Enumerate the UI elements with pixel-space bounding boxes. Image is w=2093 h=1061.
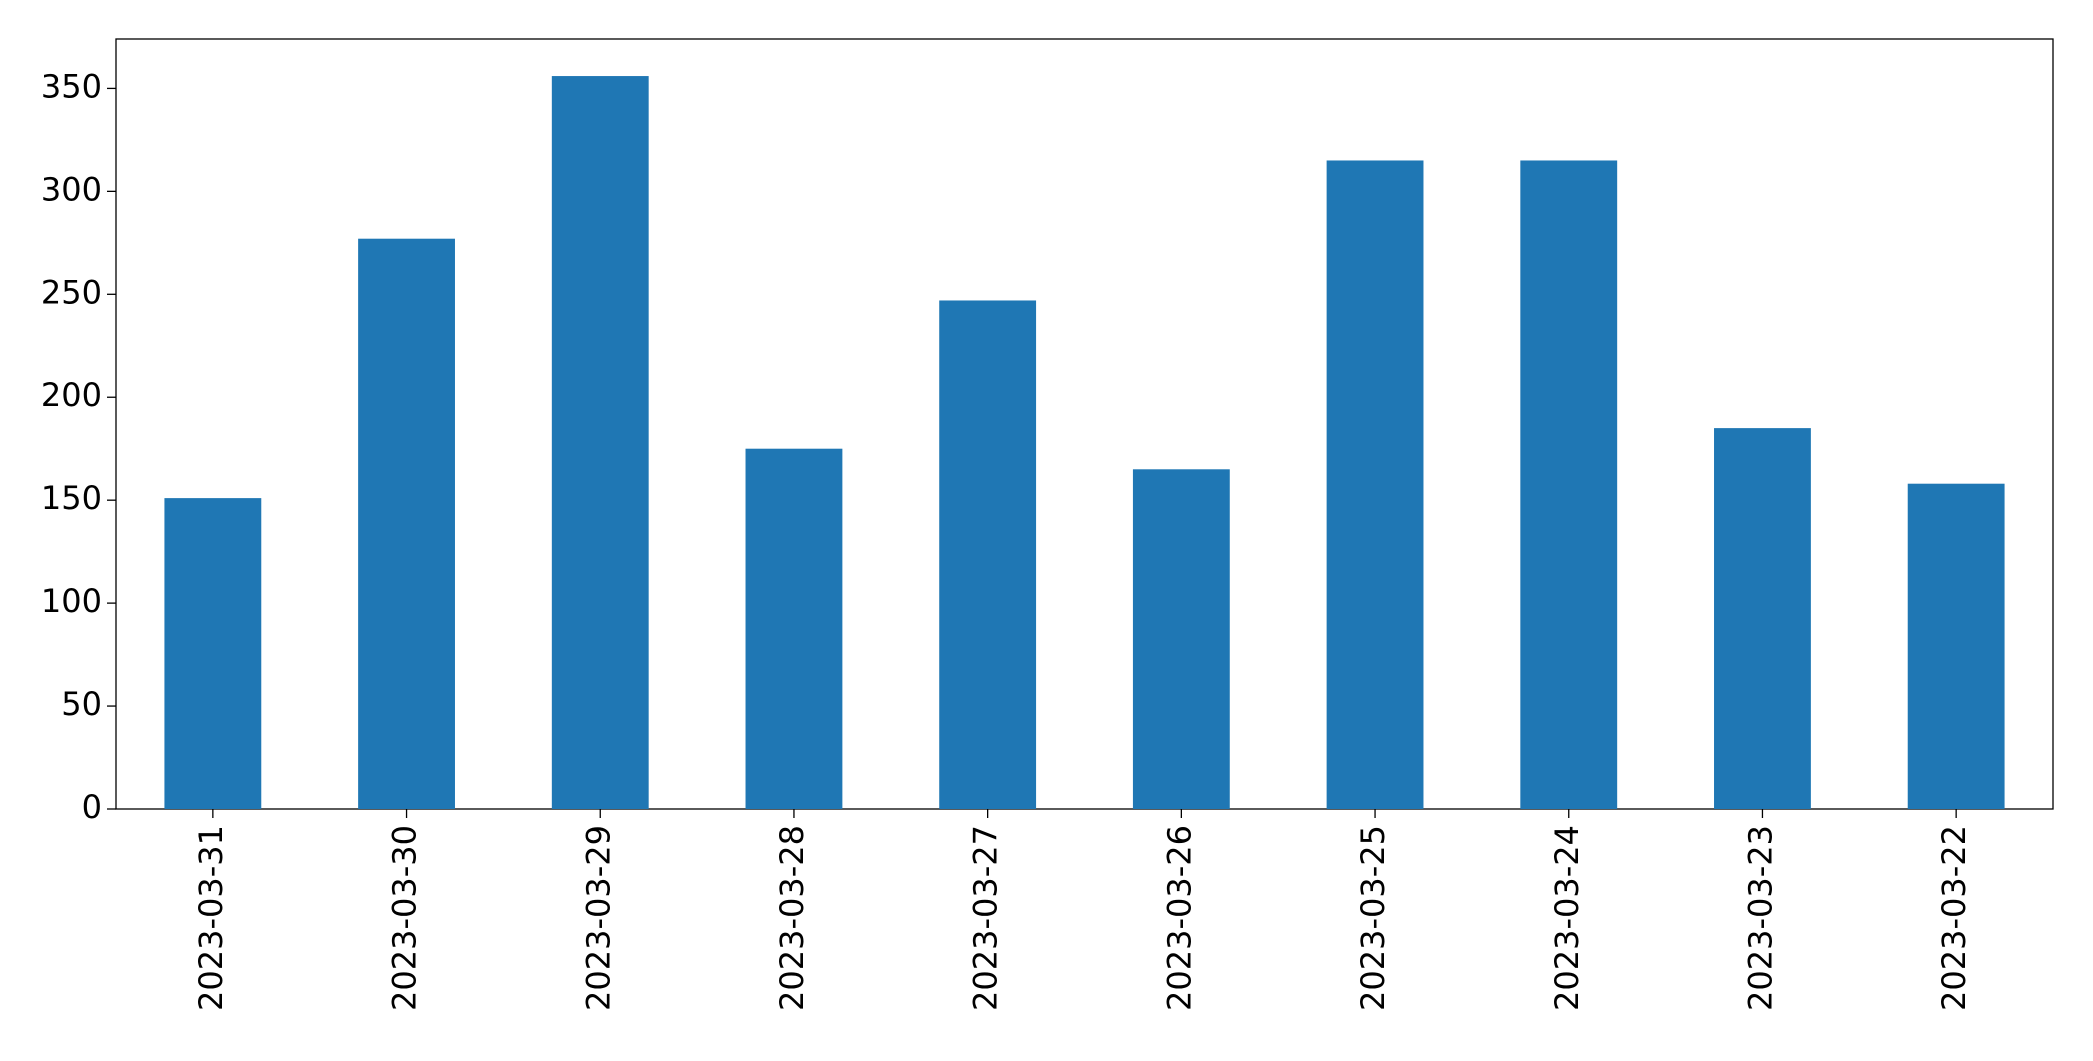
y-tick-label: 200 bbox=[41, 376, 102, 414]
bar bbox=[939, 300, 1037, 809]
bar bbox=[1907, 483, 2005, 809]
y-tick-label: 100 bbox=[41, 582, 102, 620]
y-tick-label: 50 bbox=[61, 685, 102, 723]
x-tick-label: 2023-03-23 bbox=[1741, 825, 1779, 1011]
y-tick-label: 150 bbox=[41, 479, 102, 517]
x-tick-label: 2023-03-28 bbox=[773, 825, 811, 1011]
x-tick-label: 2023-03-25 bbox=[1354, 825, 1392, 1011]
x-tick-label: 2023-03-30 bbox=[386, 825, 424, 1011]
x-tick-label: 2023-03-24 bbox=[1548, 825, 1586, 1011]
y-tick-label: 300 bbox=[41, 170, 102, 208]
x-tick-label: 2023-03-22 bbox=[1935, 825, 1973, 1011]
bar bbox=[164, 498, 262, 809]
bar bbox=[1714, 428, 1811, 809]
bar bbox=[1326, 160, 1424, 809]
x-tick-label: 2023-03-26 bbox=[1160, 825, 1198, 1011]
x-tick-label: 2023-03-29 bbox=[579, 825, 617, 1011]
plot-frame bbox=[115, 38, 2054, 810]
y-tick-label: 250 bbox=[41, 273, 102, 311]
y-tick-label: 350 bbox=[41, 67, 102, 105]
bar bbox=[1132, 469, 1230, 809]
x-tick-label: 2023-03-31 bbox=[192, 825, 230, 1011]
bar bbox=[1520, 160, 1618, 809]
bar bbox=[551, 76, 649, 809]
y-tick-label: 0 bbox=[82, 788, 102, 826]
x-tick-label: 2023-03-27 bbox=[967, 825, 1005, 1011]
bar bbox=[358, 238, 455, 810]
bar bbox=[745, 448, 843, 809]
